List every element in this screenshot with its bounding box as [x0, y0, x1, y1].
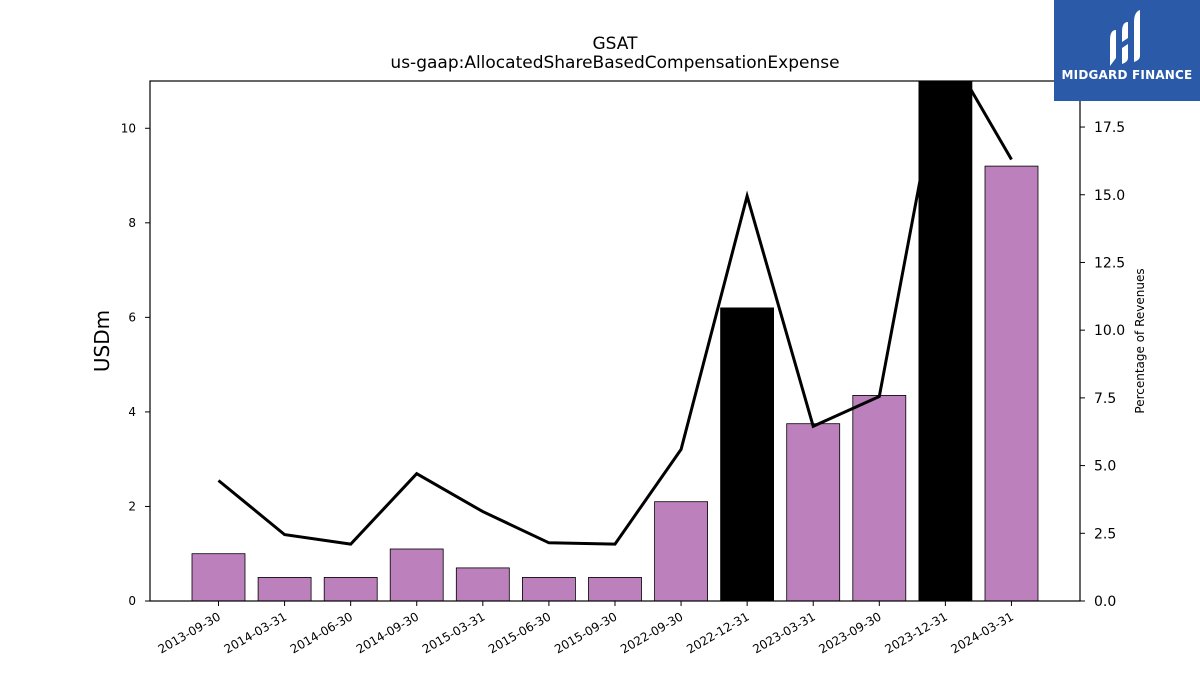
bar-2024-03-31: [984, 165, 1039, 601]
y-tick-label: 0: [128, 594, 136, 608]
y-tick-label: 2: [128, 499, 136, 513]
x-tick-label: 2022-12-31: [684, 609, 751, 656]
x-axis: 2013-09-302014-03-312014-06-302014-09-30…: [156, 601, 1016, 656]
y2-tick-label: 17.5: [1094, 120, 1125, 136]
brand-logo: MIDGARD FINANCE: [1054, 0, 1200, 101]
bar-2014-09-30: [389, 548, 444, 601]
midgard-logo-icon: [1110, 10, 1140, 66]
y-tick-label: 8: [128, 216, 136, 230]
bar-2023-03-31: [786, 423, 841, 601]
bar-2014-06-30: [323, 577, 378, 601]
x-tick-label: 2014-09-30: [354, 609, 421, 656]
line-series: [217, 81, 1013, 546]
y2-tick-label: 10.0: [1094, 323, 1125, 339]
x-tick-label: 2015-03-31: [420, 609, 487, 656]
right-axis: 0.0 2.5 5.0 7.5 10.0 12.5 15.0 17.5: [1080, 120, 1125, 610]
bar-series: [191, 81, 1039, 601]
bar-2015-03-31: [455, 567, 510, 601]
x-tick-label: 2014-06-30: [288, 609, 355, 656]
y2-tick-label: 12.5: [1094, 255, 1125, 271]
x-tick-label: 2023-03-31: [750, 609, 817, 656]
x-tick-label: 2023-09-30: [816, 609, 883, 656]
y2-tick-label: 2.5: [1094, 526, 1116, 542]
logo-text: MIDGARD FINANCE: [1061, 68, 1193, 82]
x-tick-label: 2023-12-31: [882, 609, 949, 656]
left-axis: 0 2 4 6 8 10: [121, 121, 150, 608]
x-tick-label: 2015-06-30: [486, 609, 553, 656]
bar-2013-09-30: [191, 553, 246, 601]
bar-2015-09-30: [588, 577, 642, 601]
bar-2022-09-30: [654, 501, 708, 601]
x-tick-label: 2013-09-30: [156, 609, 223, 656]
y2-tick-label: 15.0: [1094, 188, 1125, 204]
bar-2014-03-31: [257, 577, 312, 601]
bar-2015-06-30: [522, 577, 576, 601]
percentage-line: [217, 81, 1013, 546]
x-tick-label: 2022-09-30: [618, 609, 685, 656]
bar-2023-12-31: [918, 81, 973, 601]
chart-title: GSAT: [593, 34, 639, 54]
x-tick-label: 2014-03-31: [222, 609, 289, 656]
y-tick-label: 10: [121, 121, 136, 135]
x-tick-label: 2024-03-31: [949, 609, 1016, 656]
bar-2023-09-30: [852, 394, 907, 601]
bar-2022-12-31: [720, 307, 774, 601]
y-tick-label: 4: [128, 405, 136, 419]
chart-subtitle: us-gaap:AllocatedShareBasedCompensationE…: [390, 53, 839, 73]
y2-tick-label: 7.5: [1094, 391, 1116, 407]
y-tick-label: 6: [128, 310, 136, 324]
y2-tick-label: 0.0: [1094, 594, 1116, 610]
y2-tick-label: 5.0: [1094, 459, 1116, 475]
y-axis-label: USDm: [90, 310, 114, 372]
x-tick-label: 2015-09-30: [552, 609, 619, 656]
y2-axis-label: Percentage of Revenues: [1133, 268, 1147, 413]
